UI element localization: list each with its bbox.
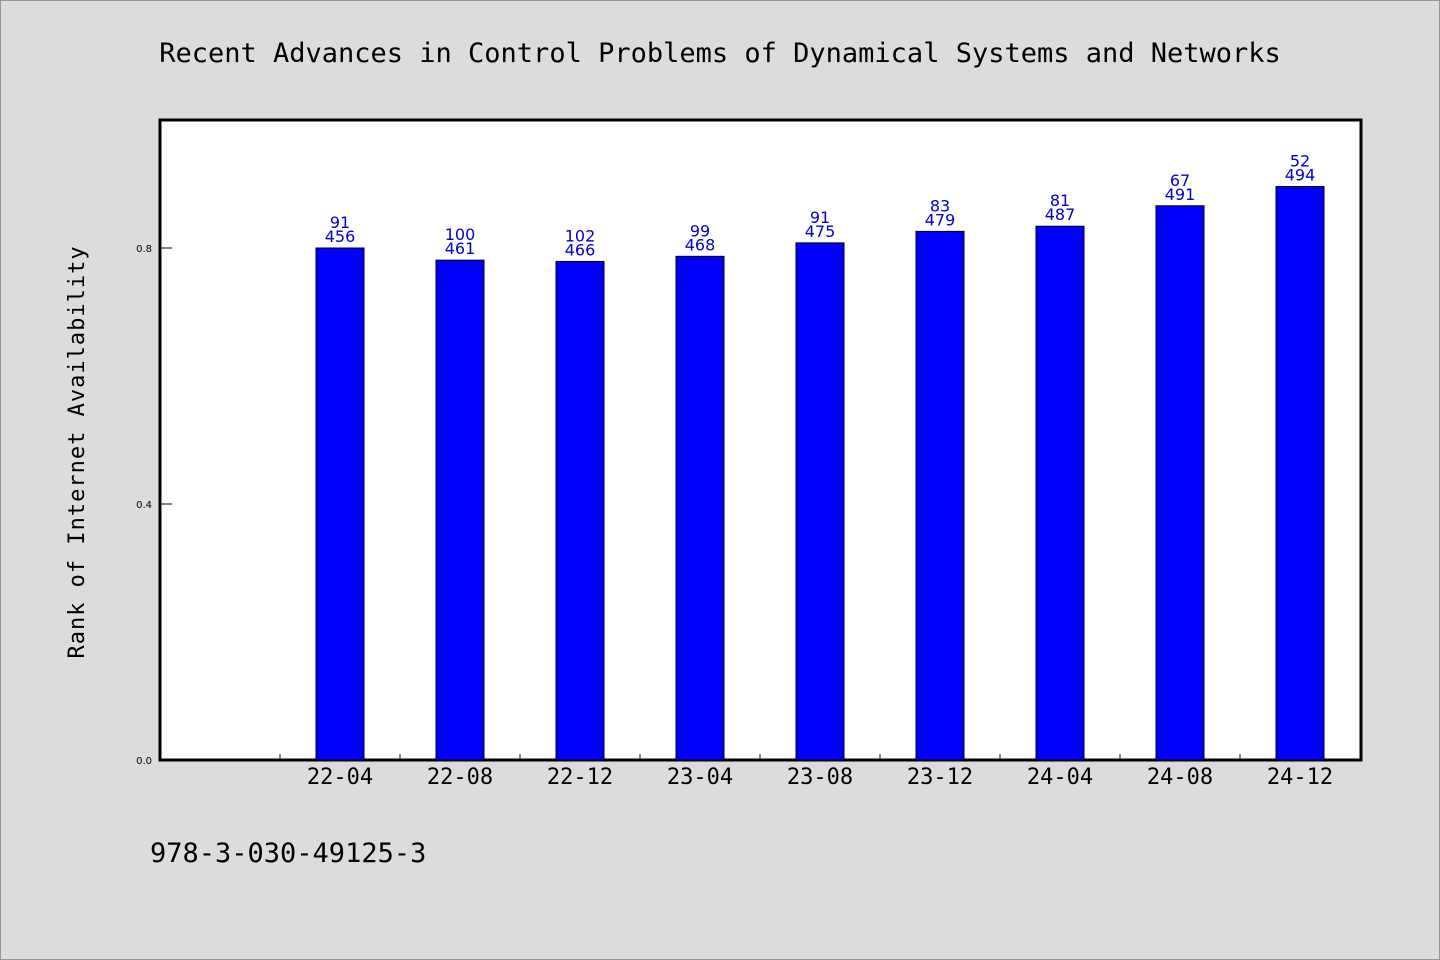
bar-label-top: 52	[1290, 152, 1310, 171]
bar-label-bottom: 487	[1045, 205, 1076, 224]
bar-label-bottom: 468	[685, 235, 716, 254]
bar-22-04	[315, 247, 365, 761]
bar-label-bottom: 466	[565, 240, 596, 259]
bar-24-08	[1155, 205, 1205, 761]
bar-label-top: 81	[1050, 191, 1070, 210]
bar-23-12	[915, 230, 965, 761]
bar-label-top: 99	[690, 221, 710, 240]
y-tick-label: 0.0	[136, 756, 152, 767]
bar-label-top: 83	[930, 196, 950, 215]
bar-label-bottom: 479	[925, 210, 956, 229]
isbn-footer: 978-3-030-49125-3	[150, 838, 426, 869]
bar-label-bottom: 475	[805, 222, 836, 241]
x-category-label: 23-08	[787, 765, 853, 790]
bar-label-bottom: 461	[445, 239, 476, 258]
bar-22-12	[555, 260, 605, 761]
bar-label-bottom: 491	[1165, 185, 1196, 204]
bar-label-bottom: 494	[1285, 166, 1316, 185]
x-category-label: 24-08	[1147, 765, 1213, 790]
chart-title: Recent Advances in Control Problems of D…	[159, 38, 1281, 69]
bar-series	[315, 186, 1325, 761]
bar-24-12	[1275, 186, 1325, 761]
bar-23-08	[795, 242, 845, 761]
bar-label-top: 67	[1170, 171, 1190, 190]
bar-label-top: 91	[330, 213, 350, 232]
y-axis-label: Rank of Internet Availability	[65, 245, 90, 658]
x-category-label: 24-04	[1027, 765, 1093, 790]
x-axis-category-labels: 22-04 22-08 22-12 23-04 23-08 23-12 24-04 24-08…	[307, 765, 1333, 790]
bar-label-top: 102	[565, 226, 596, 245]
bar-label-bottom: 456	[325, 227, 356, 246]
x-axis-ticks	[279, 754, 1361, 760]
y-tick-label: 0.8	[136, 244, 152, 255]
x-category-label: 23-12	[907, 765, 973, 790]
x-category-label: 22-12	[547, 765, 613, 790]
bar-24-04	[1035, 225, 1085, 761]
bar-22-08	[435, 259, 485, 761]
y-tick-label: 0.4	[136, 500, 152, 511]
x-category-label: 24-12	[1267, 765, 1333, 790]
bar-23-04	[675, 255, 725, 761]
x-category-label: 23-04	[667, 765, 733, 790]
x-category-label: 22-04	[307, 765, 373, 790]
bar-label-top: 100	[445, 225, 476, 244]
y-axis-ticks: 0.0 0.4 0.8	[136, 244, 172, 767]
bar-label-top: 91	[810, 208, 830, 227]
x-category-label: 22-08	[427, 765, 493, 790]
